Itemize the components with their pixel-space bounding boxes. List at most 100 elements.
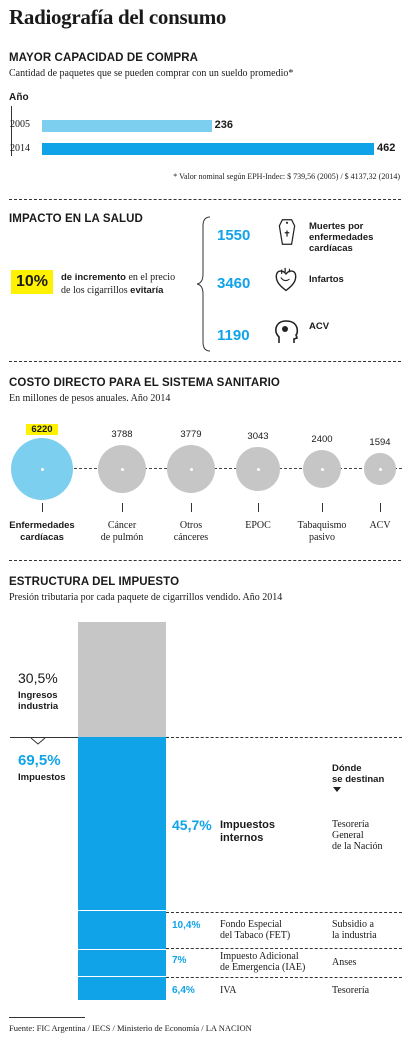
destination-header: Dónde se destinan (332, 763, 384, 785)
industry-pct: 30,5% (18, 670, 58, 686)
internal-label-l2: internos (220, 832, 264, 844)
fet-label: Fondo Especial del Tabaco (FET) (220, 919, 290, 941)
bubble-value-2: 3779 (180, 428, 202, 440)
internal-dest-l1: Tesorería (332, 819, 370, 830)
chevron-down-icon (30, 737, 46, 745)
bubble-label-2: Otros cánceres (173, 520, 209, 543)
industry-label-l2: industria (18, 701, 59, 712)
internal-label: Impuestos internos (220, 819, 275, 845)
bubble-chart: 6220 Enfermedades cardíacas 3788 Cáncer de pu… (9, 424, 396, 543)
iae-label-l2: de Emergencia (IAE) (220, 962, 306, 973)
destination-header-l2: se destinan (332, 774, 385, 785)
health-desc-bold2: evitaría (130, 285, 164, 296)
cost-heading: COSTO DIRECTO PARA EL SISTEMA SANITARIO (9, 377, 280, 389)
coffin-icon (278, 219, 296, 245)
fet-label-l2: del Tabaco (FET) (220, 930, 291, 941)
divider-3 (9, 560, 401, 561)
health-value-infarcts: 3460 (217, 275, 251, 292)
iva-pct: 6,4% (172, 985, 195, 996)
internal-destination: Tesorería General de la Nación (332, 819, 383, 852)
bar-2005 (42, 120, 212, 132)
purchase-heading: MAYOR CAPACIDAD DE COMPRA (9, 52, 199, 64)
bubble-label-5: ACV (369, 520, 391, 531)
bar-2014 (42, 143, 374, 155)
purchase-note: * Valor nominal según EPH-Indec: $ 739,5… (173, 172, 400, 181)
iae-label: Impuesto Adicional de Emergencia (IAE) (220, 951, 305, 973)
health-label-deaths-l3: cardíacas (309, 243, 353, 254)
divider-1 (9, 199, 401, 200)
tax-segment-3 (78, 949, 166, 976)
bubble-value-5: 1594 (369, 437, 391, 449)
bubble-label-4: Tabaquismo pasivo (297, 520, 347, 543)
tax-segment-4 (78, 975, 166, 1000)
health-value-deaths: 1550 (217, 227, 251, 244)
bubble-tick-0 (42, 503, 43, 512)
bubble-value-1: 3788 (111, 428, 133, 440)
health-pct-badge: 10% (11, 270, 53, 294)
iae-destination: Anses (332, 957, 357, 968)
bubble-label-0: Enfermedades cardíacas (9, 520, 75, 543)
year-axis-line (11, 106, 12, 156)
fet-pct: 10,4% (172, 920, 201, 931)
cost-subtitle: En millones de pesos anuales. Año 2014 (9, 393, 171, 404)
tax-segment-1 (78, 737, 166, 911)
fet-dest-l1: Subsidio a (332, 919, 374, 930)
health-desc-2: de los cigarrillos (61, 285, 131, 296)
tax-segment-0 (78, 622, 166, 738)
fet-label-l1: Fondo Especial (220, 919, 282, 930)
page-title: Radiografía del consumo (9, 5, 227, 29)
health-description: de incremento en el precio de los cigarr… (61, 271, 175, 297)
bubble-value-3: 3043 (247, 431, 269, 443)
bubble-tick-1 (122, 503, 123, 512)
arrow-down-icon (333, 787, 341, 792)
internal-dest-l2: General (332, 830, 364, 841)
iae-label-l1: Impuesto Adicional (220, 951, 299, 962)
bubble-value-4: 2400 (311, 433, 333, 445)
source: Fuente: FIC Argentina / IECS / Ministeri… (9, 1023, 252, 1033)
bubble-center-1 (120, 467, 124, 471)
fet-dest-l2: la industria (332, 930, 377, 941)
health-label-infarcts: Infartos (309, 274, 344, 285)
health-desc-bold1: de incremento (61, 272, 126, 283)
internal-pct: 45,7% (172, 817, 212, 833)
year-label-2005: 2005 (10, 119, 30, 130)
destination-header-l1: Dónde (332, 763, 362, 774)
brace-icon (196, 216, 211, 352)
bubble-label-3: EPOC (245, 520, 271, 531)
split-line-left (10, 737, 78, 738)
iva-destination: Tesorería (332, 985, 370, 996)
row-divider-2 (166, 948, 402, 949)
fet-destination: Subsidio a la industria (332, 919, 377, 941)
health-label-deaths-l1: Muertes por (309, 221, 364, 232)
divider-2 (9, 361, 401, 362)
tax-label: Impuestos (18, 772, 66, 783)
bar-2005-value: 236 (214, 119, 233, 131)
iae-pct: 7% (172, 955, 187, 966)
bubble-tick-3 (258, 503, 259, 512)
tax-heading: ESTRUCTURA DEL IMPUESTO (9, 576, 180, 588)
bubble-tick-5 (380, 503, 381, 512)
bubble-center-0 (40, 467, 44, 471)
split-line-right (166, 737, 402, 738)
health-heading: IMPACTO EN LA SALUD (9, 213, 143, 225)
health-label-deaths-l2: enfermedades (309, 232, 374, 243)
row-divider-1 (166, 912, 402, 913)
row-divider-3 (166, 977, 402, 978)
bubble-tick-4 (322, 503, 323, 512)
health-desc-1: en el precio (125, 272, 176, 283)
industry-label-l1: Ingresos (18, 690, 58, 701)
bubble-center-4 (320, 467, 324, 471)
heart-icon (275, 267, 297, 292)
health-value-acv: 1190 (217, 327, 250, 344)
bar-2014-value: 462 (377, 142, 396, 154)
internal-dest-l3: de la Nación (332, 841, 383, 852)
tax-stacked-bar (78, 622, 166, 1000)
health-label-deaths: Muertes por enfermedades cardíacas (309, 221, 373, 254)
source-rule (9, 1017, 85, 1018)
bubble-center-3 (256, 467, 260, 471)
brain-icon (275, 320, 299, 343)
industry-label: Ingresos industria (18, 690, 58, 712)
purchase-subtitle: Cantidad de paquetes que se pueden compr… (9, 68, 294, 79)
bubble-tick-2 (191, 503, 192, 512)
bubble-center-5 (378, 467, 382, 471)
